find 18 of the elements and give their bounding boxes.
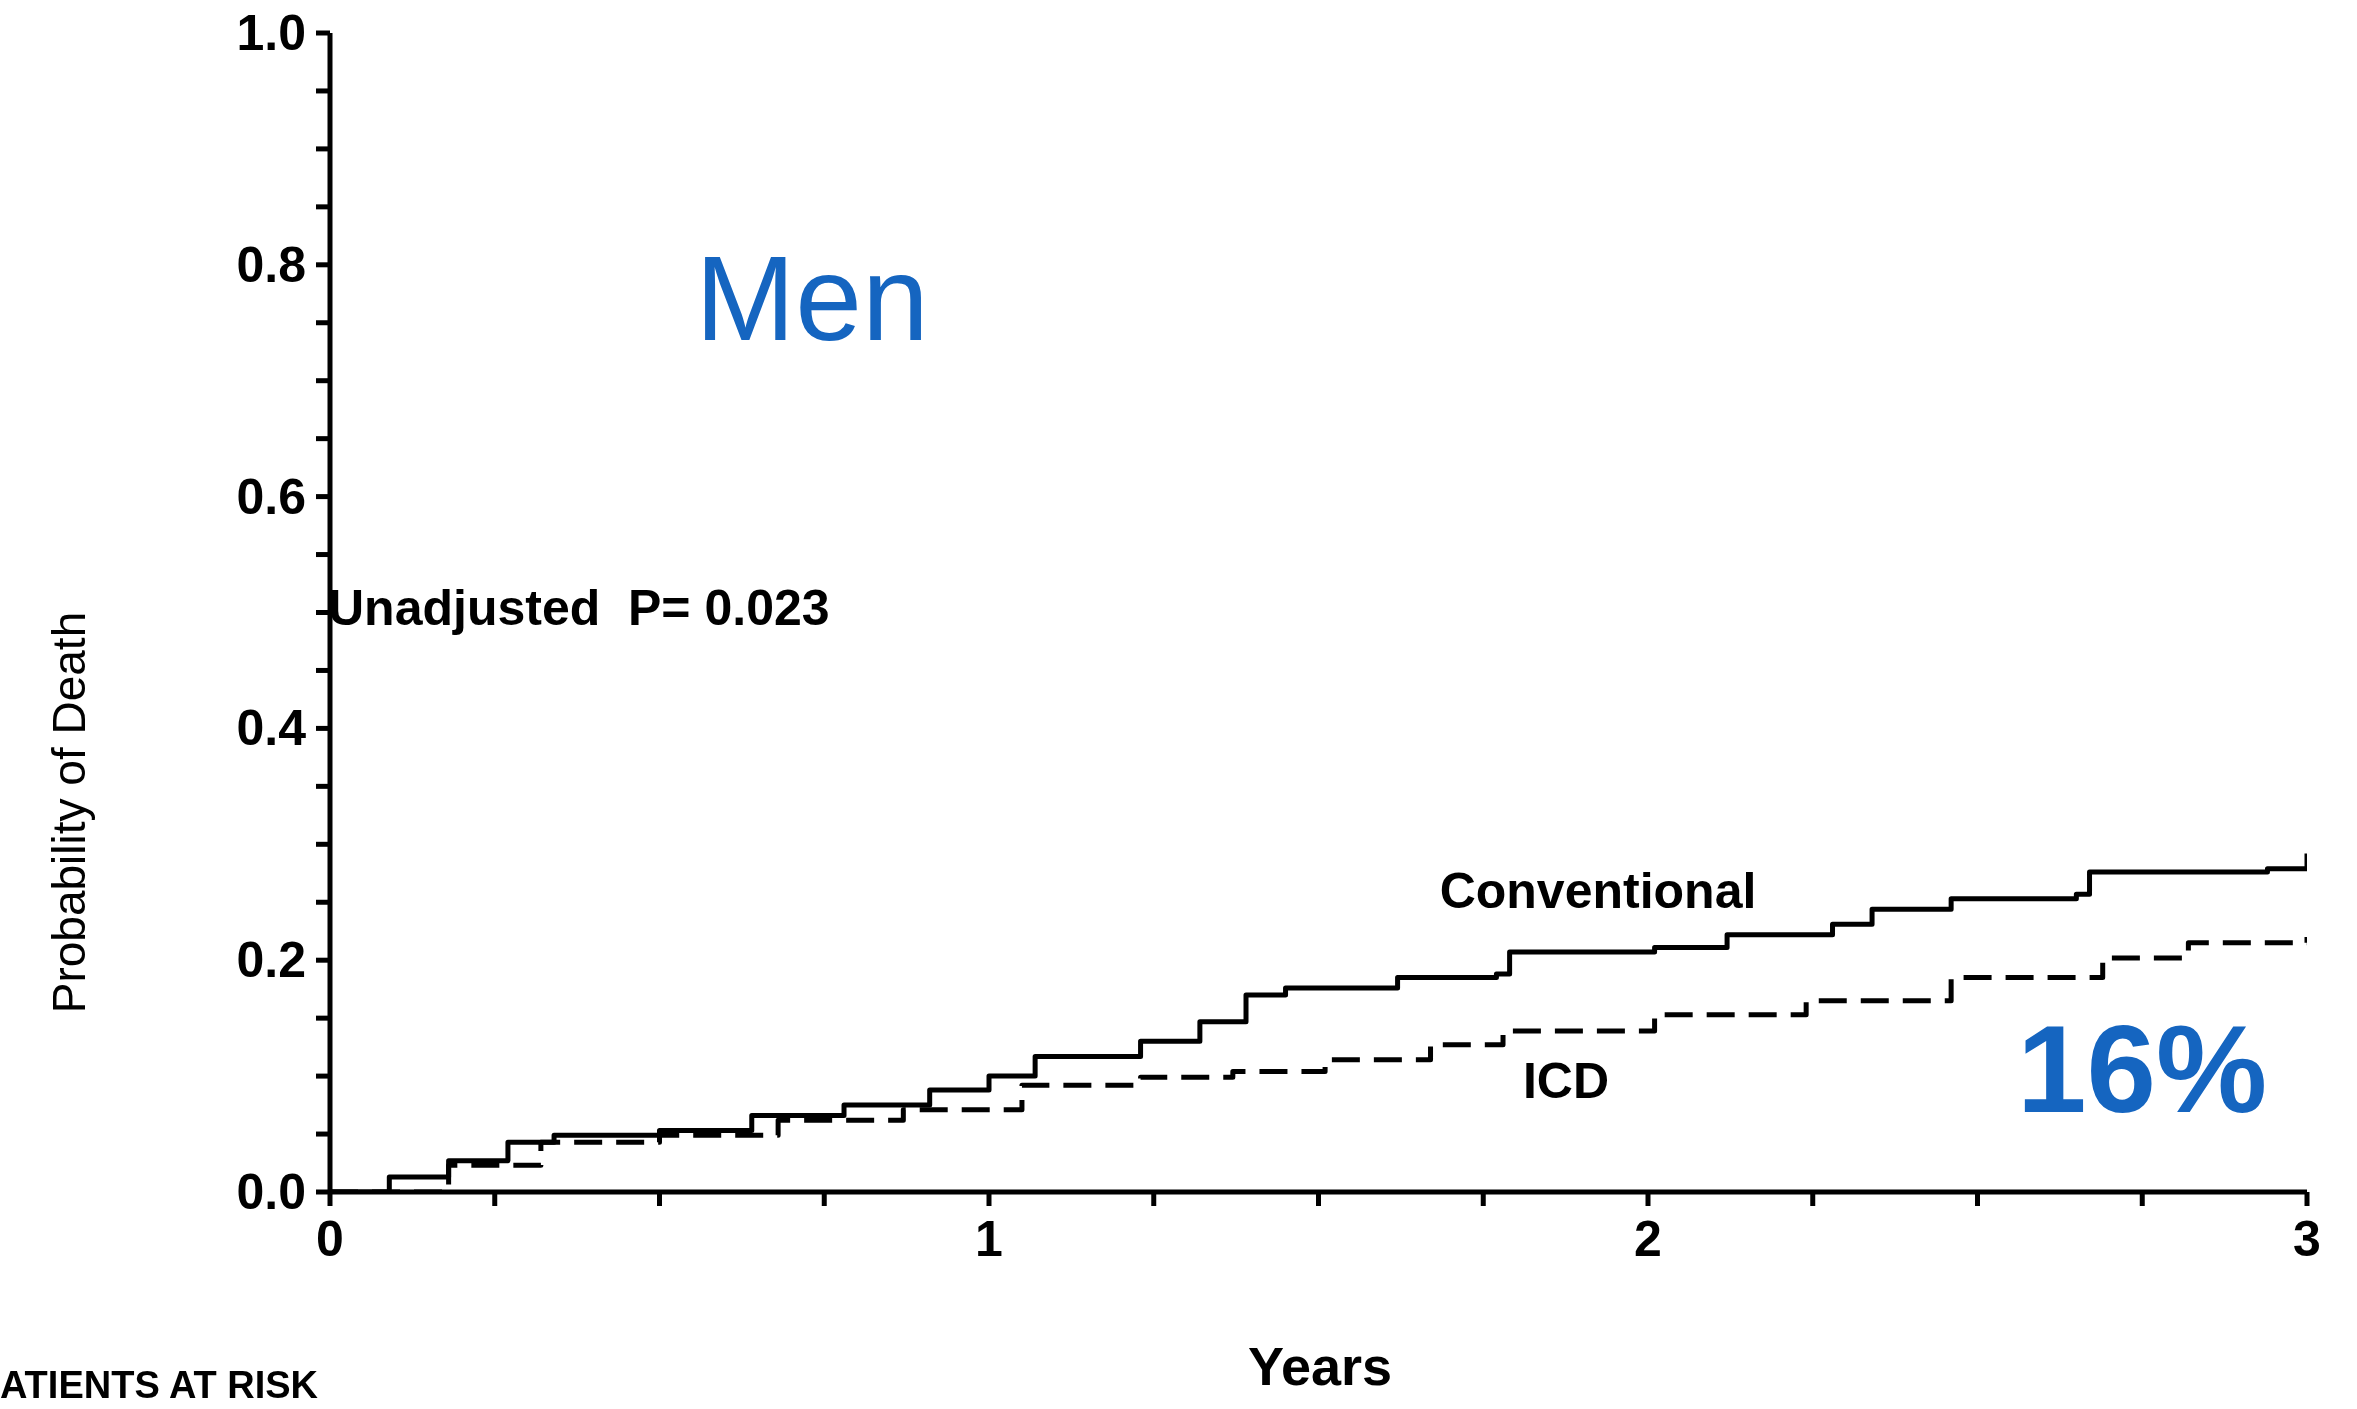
series-label: ICD	[1522, 1053, 1610, 1109]
y-tick-label: 1.0	[236, 5, 306, 61]
y-axis-title: Probability of Death	[43, 611, 95, 1014]
text: Men	[695, 231, 929, 365]
x-tick-label: 3	[2293, 1211, 2321, 1267]
x-axis-title: Years	[1247, 1336, 1393, 1396]
text: ATIENTS AT RISK	[0, 1364, 319, 1406]
x-tick-label: 2	[1634, 1211, 1662, 1267]
y-tick-label: 0.6	[236, 468, 306, 525]
x-tick-label: 1	[975, 1211, 1003, 1267]
annotation: Unadjusted P= 0.023	[328, 580, 830, 636]
x-tick-label: 0	[316, 1211, 344, 1267]
y-tick-label: 0.4	[236, 700, 307, 757]
y-tick-label: 0.2	[236, 932, 306, 989]
annotation: 16%	[2016, 999, 2268, 1138]
y-tick-label: 0.8	[236, 236, 306, 293]
y-tick-label: 0.0	[236, 1164, 306, 1220]
series-label: Conventional	[1439, 863, 1757, 919]
